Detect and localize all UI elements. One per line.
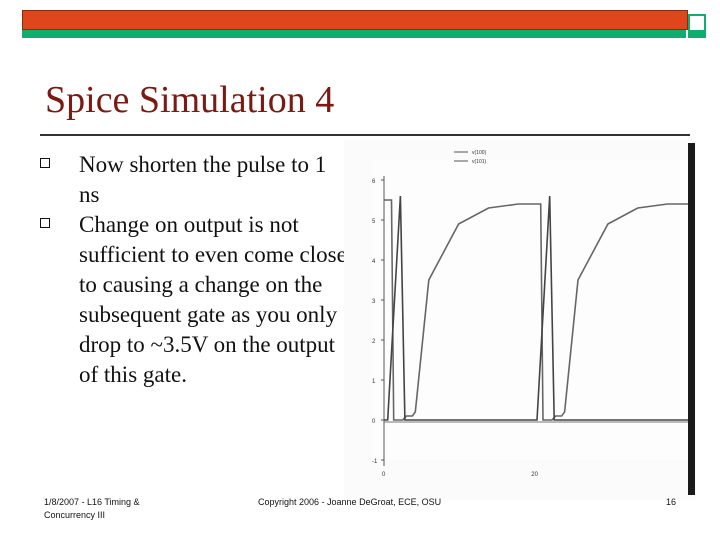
plot-area: [372, 160, 690, 460]
square-bullet-icon: [40, 158, 50, 168]
x-tick-label: 20: [531, 472, 538, 478]
y-tick-label: -1: [372, 459, 378, 465]
y-tick-label: 2: [372, 339, 376, 345]
footer-copyright: Copyright 2006 - Joanne DeGroat, ECE, OS…: [258, 497, 442, 507]
legend-label: v(101): [472, 159, 487, 165]
bullet-text: Change on output is not sufficient to ev…: [79, 212, 347, 387]
y-tick-label: 4: [372, 259, 376, 265]
plot-frame-edge: [688, 143, 695, 495]
bullet-item: Now shorten the pulse to 1 ns: [40, 150, 350, 210]
y-tick-label: 0: [372, 419, 376, 425]
bullet-list: Now shorten the pulse to 1 ns Change on …: [40, 150, 350, 390]
square-bullet-icon: [40, 218, 50, 228]
bullet-text: Now shorten the pulse to 1 ns: [79, 152, 327, 207]
page-number: 16: [666, 497, 677, 507]
legend-label: v(100): [472, 150, 487, 156]
footer-date: 1/8/2007 - L16 Timing & Concurrency III: [44, 497, 140, 520]
title-divider: [40, 134, 690, 136]
bullet-item: Change on output is not sufficient to ev…: [40, 210, 350, 390]
y-tick-label: 5: [372, 219, 376, 225]
y-tick-label: 3: [372, 299, 376, 305]
waveform-chart: 6 5 4 3 2 1 0 -1 0 20 v(100) v(101): [372, 150, 690, 478]
top-accent-bar: [22, 10, 688, 30]
y-tick-label: 1: [372, 379, 376, 385]
top-accent-stripe: [22, 30, 686, 38]
slide-title: Spice Simulation 4: [45, 79, 335, 121]
series-line-2: [384, 195, 690, 421]
x-tick-label: 0: [382, 472, 386, 478]
spice-waveform-plot: 6 5 4 3 2 1 0 -1 0 20 v(100) v(101): [344, 140, 696, 500]
corner-accent: [688, 30, 706, 38]
y-tick-label: 6: [372, 179, 376, 185]
